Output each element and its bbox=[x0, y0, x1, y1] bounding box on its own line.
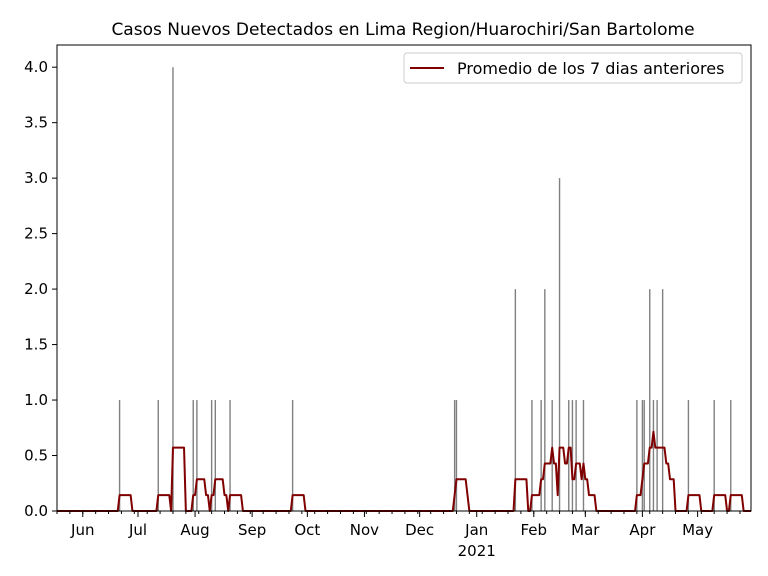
x-tick-label: Feb bbox=[520, 521, 547, 539]
chart-title: Casos Nuevos Detectados en Lima Region/H… bbox=[111, 20, 694, 40]
y-tick-label: 1.0 bbox=[24, 391, 48, 409]
x-tick-label: Nov bbox=[350, 521, 379, 539]
x-tick-label: Apr bbox=[629, 521, 656, 539]
x-tick-label: Jul bbox=[128, 521, 147, 539]
x-tick-label: May bbox=[682, 521, 713, 539]
x-tick-label: Mar bbox=[571, 521, 600, 539]
x-tick-label: Aug bbox=[180, 521, 209, 539]
y-tick-label: 3.5 bbox=[24, 114, 48, 132]
x-tick-label: Jun bbox=[70, 521, 94, 539]
y-tick-label: 0.0 bbox=[24, 502, 48, 520]
y-tick-label: 1.5 bbox=[24, 336, 48, 354]
x-tick-label: Jan bbox=[464, 521, 488, 539]
legend: Promedio de los 7 dias anteriores bbox=[403, 52, 743, 84]
x-tick-label: Oct bbox=[294, 521, 320, 539]
y-axis: 0.0 0.5 1.0 1.5 2.0 2.5 3.0 3.5 4.0 bbox=[24, 58, 57, 520]
legend-box bbox=[403, 52, 743, 84]
y-tick-label: 4.0 bbox=[24, 58, 48, 76]
y-tick-label: 3.0 bbox=[24, 169, 48, 187]
y-tick-label: 2.5 bbox=[24, 225, 48, 243]
x-tick-label: Sep bbox=[238, 521, 266, 539]
x-axis: Jun Jul Aug Sep Oct Nov Dec Jan 2021 Feb Mar Apr May bbox=[56, 511, 741, 560]
plot-frame bbox=[56, 44, 752, 512]
y-tick-label: 2.0 bbox=[24, 280, 48, 298]
x-tick-sublabel: 2021 bbox=[458, 542, 496, 560]
bars-group bbox=[118, 67, 732, 511]
y-tick-label: 0.5 bbox=[24, 447, 48, 465]
x-tick-label: Dec bbox=[405, 521, 434, 539]
legend-label: Promedio de los 7 dias anteriores bbox=[457, 59, 724, 78]
